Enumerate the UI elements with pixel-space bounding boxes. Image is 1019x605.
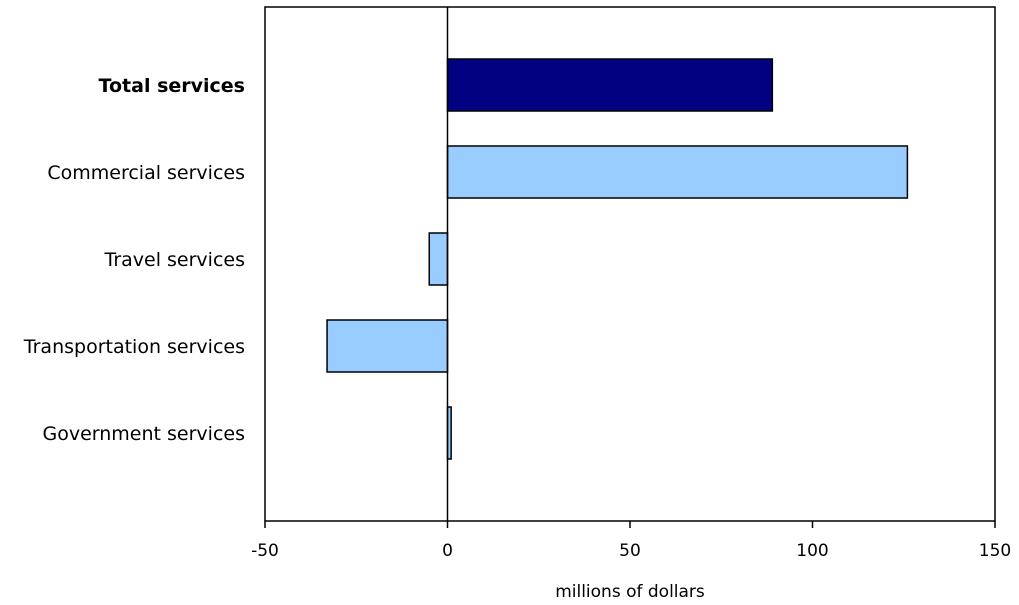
bar-transportation-services — [326, 319, 449, 373]
category-label-commercial-services: Commercial services — [47, 162, 245, 184]
category-labels: Total services Commercial services Travel … — [23, 75, 245, 445]
category-label-travel-services: Travel services — [104, 249, 245, 271]
category-label-total-services: Total services — [99, 75, 245, 97]
category-label-government-services: Government services — [43, 423, 246, 445]
x-axis-ticks: -50 0 50 100 150 — [251, 521, 1011, 561]
x-axis-title: millions of dollars — [555, 582, 705, 602]
bar-commercial-services — [446, 145, 909, 199]
bar-total-services — [446, 58, 774, 112]
x-tick-label: 100 — [796, 541, 828, 561]
x-tick-label: 50 — [619, 541, 641, 561]
x-tick-label: -50 — [251, 541, 279, 561]
bars — [326, 58, 909, 460]
x-tick-label: 0 — [442, 541, 453, 561]
bar-travel-services — [428, 232, 449, 286]
category-label-transportation-services: Transportation services — [23, 336, 245, 358]
x-tick-label: 150 — [979, 541, 1011, 561]
